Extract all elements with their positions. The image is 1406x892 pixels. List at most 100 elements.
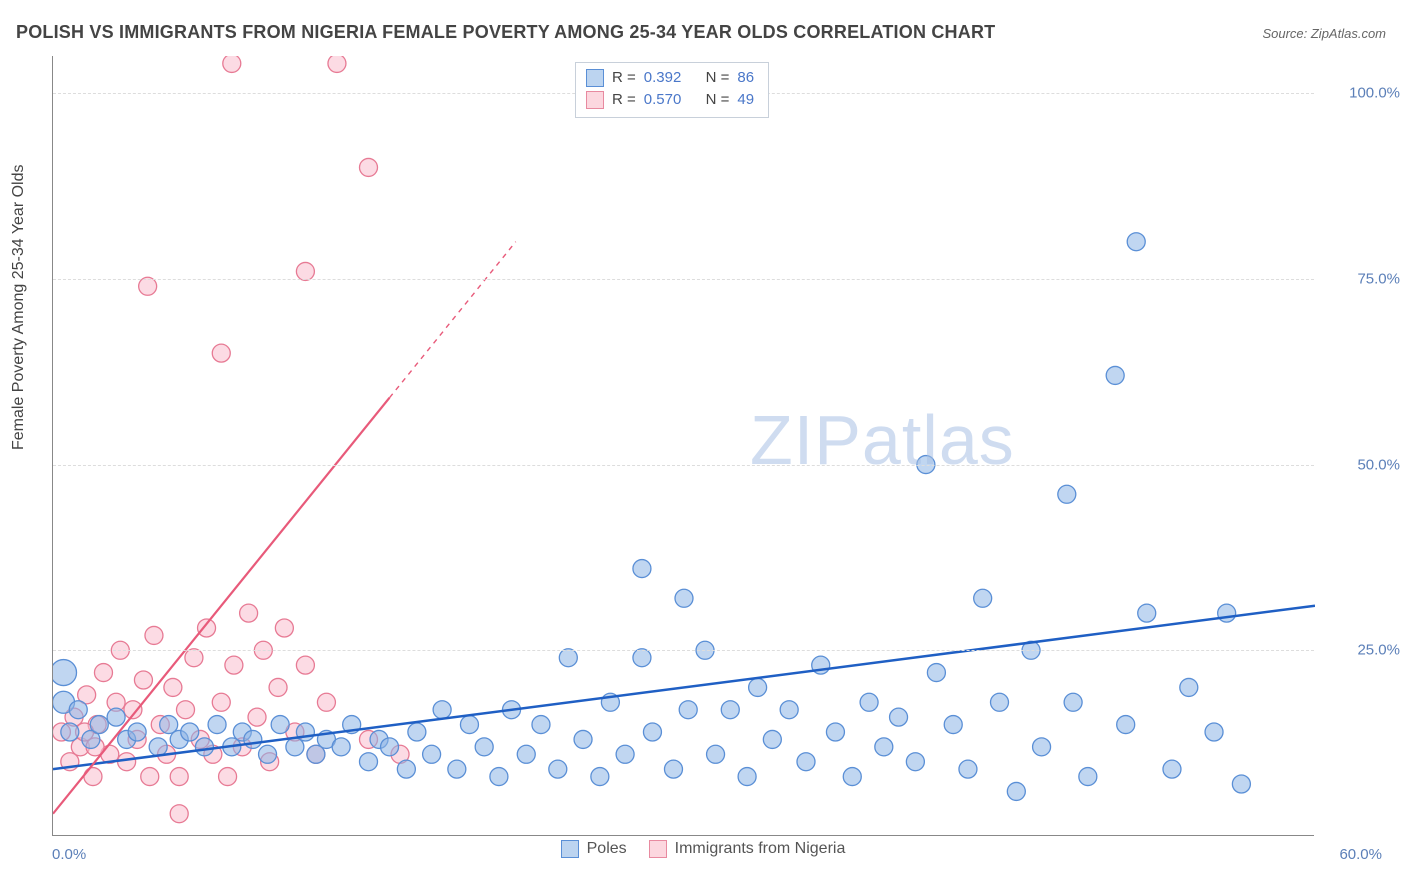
data-point xyxy=(307,745,325,763)
data-point xyxy=(76,723,94,741)
data-point xyxy=(177,701,195,719)
data-point xyxy=(191,730,209,748)
n-value-pink: 49 xyxy=(737,89,754,111)
data-point xyxy=(53,691,75,713)
regression-line xyxy=(53,606,1315,769)
chart-title: POLISH VS IMMIGRANTS FROM NIGERIA FEMALE… xyxy=(16,22,995,43)
data-point xyxy=(843,768,861,786)
data-point xyxy=(195,738,213,756)
legend-label-blue: Poles xyxy=(587,840,627,858)
data-point xyxy=(332,738,350,756)
data-point xyxy=(118,730,136,748)
data-point xyxy=(549,760,567,778)
data-point xyxy=(763,730,781,748)
data-point xyxy=(591,768,609,786)
data-point xyxy=(906,753,924,771)
data-point xyxy=(1058,485,1076,503)
data-point xyxy=(370,730,388,748)
data-point xyxy=(212,344,230,362)
stats-row-pink: R = 0.570 N = 49 xyxy=(586,89,754,111)
data-point xyxy=(738,768,756,786)
data-point xyxy=(1106,366,1124,384)
data-point xyxy=(1163,760,1181,778)
data-point xyxy=(223,738,241,756)
data-point xyxy=(944,716,962,734)
data-point xyxy=(1127,233,1145,251)
data-point xyxy=(82,730,100,748)
data-point xyxy=(61,723,79,741)
data-point xyxy=(616,745,634,763)
data-point xyxy=(141,768,159,786)
r-label: R = xyxy=(612,67,636,89)
data-point xyxy=(559,649,577,667)
data-point xyxy=(360,158,378,176)
n-label-2: N = xyxy=(706,89,730,111)
data-point xyxy=(460,716,478,734)
data-point xyxy=(1218,604,1236,622)
data-point xyxy=(65,708,83,726)
data-point xyxy=(1064,693,1082,711)
plot-area: 25.0%50.0%75.0%100.0% xyxy=(52,56,1314,836)
data-point xyxy=(53,723,70,741)
gridline xyxy=(53,650,1314,651)
data-point xyxy=(991,693,1009,711)
data-point xyxy=(433,701,451,719)
data-point xyxy=(286,738,304,756)
data-point xyxy=(128,723,146,741)
data-point xyxy=(164,678,182,696)
data-point xyxy=(749,678,767,696)
gridline xyxy=(53,279,1314,280)
data-point xyxy=(503,701,521,719)
data-point xyxy=(212,693,230,711)
data-point xyxy=(343,716,361,734)
legend-item-pink: Immigrants from Nigeria xyxy=(649,840,846,858)
data-point xyxy=(890,708,908,726)
data-point xyxy=(633,649,651,667)
data-point xyxy=(53,660,77,686)
data-point xyxy=(101,745,119,763)
chart-svg xyxy=(53,56,1315,836)
data-point xyxy=(408,723,426,741)
data-point xyxy=(675,589,693,607)
y-tick-label: 50.0% xyxy=(1357,456,1400,473)
data-point xyxy=(160,716,178,734)
data-point xyxy=(360,753,378,771)
data-point xyxy=(275,619,293,637)
data-point xyxy=(69,701,87,719)
data-point xyxy=(118,753,136,771)
data-point xyxy=(391,745,409,763)
r-value-blue: 0.392 xyxy=(644,67,682,89)
data-point xyxy=(233,723,251,741)
data-point xyxy=(812,656,830,674)
data-point xyxy=(149,738,167,756)
gridline xyxy=(53,465,1314,466)
data-point xyxy=(1033,738,1051,756)
data-point xyxy=(1079,768,1097,786)
data-point xyxy=(296,723,314,741)
data-point xyxy=(707,745,725,763)
data-point xyxy=(317,693,335,711)
data-point xyxy=(860,693,878,711)
data-point xyxy=(170,730,188,748)
data-point xyxy=(875,738,893,756)
data-point xyxy=(1205,723,1223,741)
legend-swatch-blue-icon xyxy=(561,840,579,858)
data-point xyxy=(826,723,844,741)
data-point xyxy=(204,745,222,763)
data-point xyxy=(490,768,508,786)
data-point xyxy=(90,716,108,734)
regression-line xyxy=(390,242,516,398)
data-point xyxy=(296,656,314,674)
regression-line xyxy=(53,398,390,814)
data-point xyxy=(233,738,251,756)
data-point xyxy=(261,753,279,771)
data-point xyxy=(1138,604,1156,622)
data-point xyxy=(78,686,96,704)
data-point xyxy=(532,716,550,734)
data-point xyxy=(170,768,188,786)
data-point xyxy=(271,716,289,734)
data-point xyxy=(151,716,169,734)
data-point xyxy=(679,701,697,719)
data-point xyxy=(208,716,226,734)
n-label: N = xyxy=(706,67,730,89)
